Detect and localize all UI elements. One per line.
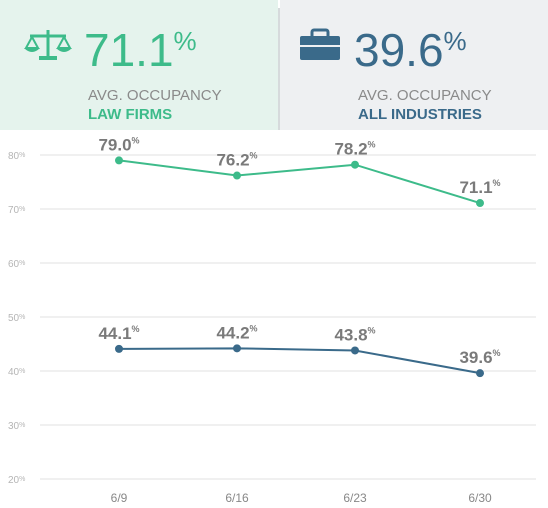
briefcase-icon [300, 28, 340, 60]
y-tick-label: 80% [8, 151, 25, 162]
x-tick-label: 6/9 [111, 491, 128, 505]
kpi-label: AVG. OCCUPANCY [88, 87, 222, 104]
series-line [118, 159, 481, 205]
data-point [351, 160, 359, 169]
y-tick-label: 40% [8, 367, 25, 378]
y-tick-label: 60% [8, 259, 25, 270]
kpi-value: 71.1% [84, 24, 197, 76]
kpi-group: LAW FIRMS [88, 106, 172, 123]
data-label: 71.1% [459, 178, 500, 197]
data-label: 44.1% [98, 324, 139, 343]
data-point [476, 199, 484, 208]
y-tick-label: 70% [8, 205, 25, 216]
x-tick-label: 6/30 [468, 491, 492, 505]
kpi-value: 39.6% [354, 24, 467, 76]
kpi-panel [0, 0, 278, 130]
scale-icon [24, 30, 72, 60]
data-label: 79.0% [98, 135, 139, 154]
data-point [476, 369, 484, 378]
kpi-panel [280, 0, 548, 130]
data-point [115, 344, 123, 353]
data-label: 78.2% [334, 140, 375, 159]
kpi-label: AVG. OCCUPANCY [358, 87, 492, 104]
kpi-group: ALL INDUSTRIES [358, 106, 482, 123]
y-tick-label: 20% [8, 475, 25, 486]
x-tick-label: 6/23 [343, 491, 367, 505]
data-label: 76.2% [216, 151, 257, 170]
series-line [118, 347, 481, 375]
y-tick-label: 50% [8, 313, 25, 324]
data-point [233, 344, 241, 353]
data-label: 43.8% [334, 325, 375, 344]
data-point [115, 156, 123, 165]
data-point [351, 346, 359, 355]
x-tick-label: 6/16 [225, 491, 249, 505]
data-label: 44.2% [216, 323, 257, 342]
data-label: 39.6% [459, 348, 500, 367]
y-tick-label: 30% [8, 421, 25, 432]
data-point [233, 171, 241, 180]
